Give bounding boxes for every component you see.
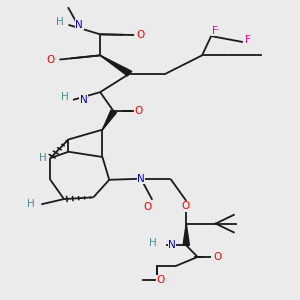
Text: F: F <box>245 35 251 45</box>
Text: H: H <box>39 153 47 163</box>
Polygon shape <box>102 110 117 130</box>
Text: O: O <box>134 106 142 116</box>
Text: O: O <box>213 252 222 262</box>
Text: N: N <box>75 20 83 30</box>
Text: O: O <box>46 55 55 64</box>
Text: H: H <box>27 199 34 209</box>
Text: O: O <box>136 30 145 40</box>
Polygon shape <box>183 224 189 245</box>
Text: H: H <box>61 92 68 102</box>
Polygon shape <box>100 56 132 76</box>
Text: N: N <box>168 240 176 250</box>
Text: N: N <box>80 95 88 105</box>
Text: H: H <box>149 238 157 248</box>
Text: O: O <box>182 201 190 211</box>
Text: N: N <box>137 174 145 184</box>
Text: O: O <box>143 202 152 212</box>
Text: H: H <box>56 17 64 27</box>
Text: F: F <box>212 26 218 36</box>
Text: O: O <box>157 275 165 285</box>
